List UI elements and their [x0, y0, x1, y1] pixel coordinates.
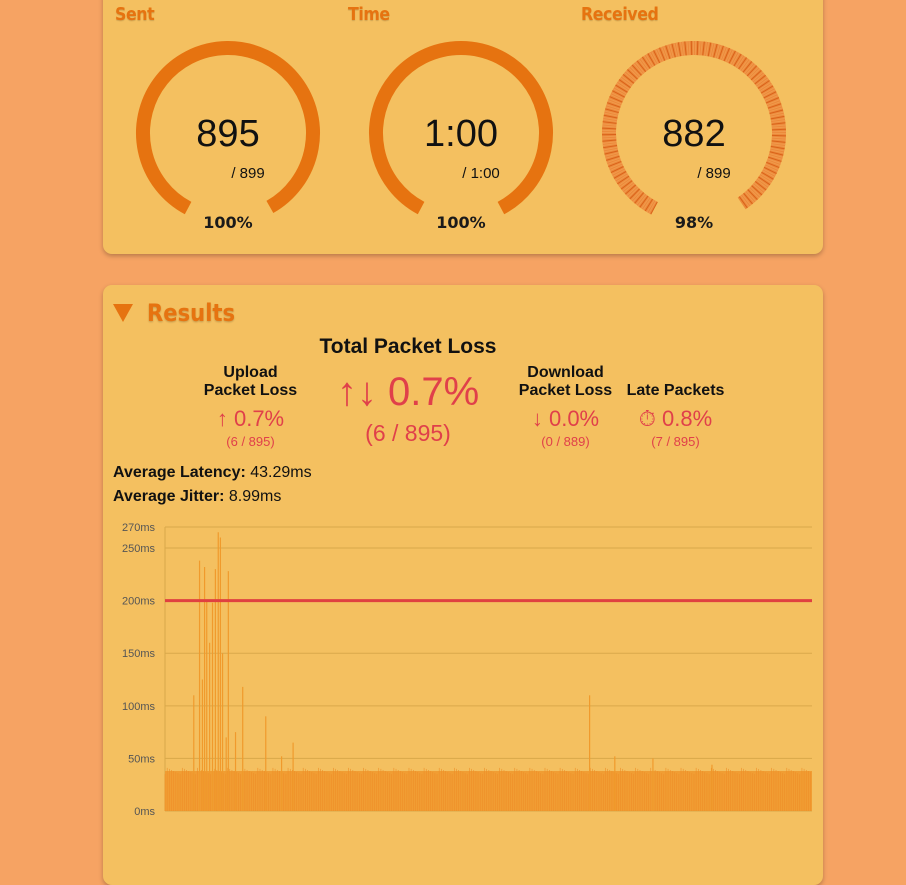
latency-chart: 0ms 50ms 100ms 150ms 200ms 250ms 270ms	[103, 513, 823, 833]
gauge-total: / 899	[133, 165, 323, 182]
average-jitter-label: Average Jitter:	[113, 488, 224, 505]
gauge-title: Sent	[115, 4, 154, 25]
results-title: Results	[147, 299, 235, 327]
average-jitter: Average Jitter: 8.99ms	[113, 488, 281, 506]
download-label-line1: Download	[508, 364, 623, 382]
gauge-title: Time	[348, 4, 390, 25]
total-loss-fraction: (6 / 895)	[303, 420, 513, 447]
y-tick-label: 100ms	[122, 701, 156, 713]
average-latency: Average Latency: 43.29ms	[113, 464, 312, 482]
results-toggle[interactable]: Results	[113, 299, 247, 327]
gauge-received: Received 882 / 899 98%	[569, 0, 789, 248]
gauge-total: / 899	[599, 165, 789, 182]
download-loss-fraction: (0 / 889)	[508, 434, 623, 449]
upload-loss-fraction: (6 / 895)	[193, 434, 308, 449]
gauge-value: 895	[133, 113, 323, 156]
y-tick-label: 150ms	[122, 648, 156, 660]
y-tick-label: 250ms	[122, 543, 156, 555]
upload-label-line2: Packet Loss	[193, 382, 308, 400]
gauge-stripe	[697, 41, 698, 55]
gauge-time: Time 1:00 / 1:00 100%	[336, 0, 556, 248]
gauge-sent: Sent 895 / 899 100%	[103, 0, 323, 248]
late-packets-value: ⏱ 0.8%	[618, 406, 733, 432]
gauge-value: 882	[599, 113, 789, 156]
gauge-title: Received	[581, 4, 658, 25]
average-latency-label: Average Latency:	[113, 464, 246, 481]
gauge-percent: 100%	[366, 213, 556, 232]
y-tick-label: 200ms	[122, 596, 156, 608]
average-latency-value: 43.29ms	[250, 464, 311, 481]
y-tick-label: 270ms	[122, 522, 156, 534]
y-tick-label: 50ms	[128, 753, 155, 765]
download-loss-value: ↓ 0.0%	[508, 406, 623, 432]
total-loss-label: Total Packet Loss	[283, 335, 533, 359]
results-panel: Results Total Packet Loss ↑↓ 0.7% (6 / 8…	[103, 285, 823, 885]
upload-label-line1: Upload	[193, 364, 308, 382]
late-packets-fraction: (7 / 895)	[618, 434, 733, 449]
gauge-percent: 100%	[133, 213, 323, 232]
gauge-value: 1:00	[366, 113, 556, 156]
total-loss-value: ↑↓ 0.7%	[303, 370, 513, 415]
late-packets-stat: Late Packets ⏱ 0.8% (7 / 895)	[618, 382, 733, 449]
collapse-triangle-icon[interactable]	[113, 304, 133, 322]
average-jitter-value: 8.99ms	[229, 488, 281, 505]
upload-loss-value: ↑ 0.7%	[193, 406, 308, 432]
upload-loss-stat: Upload Packet Loss ↑ 0.7% (6 / 895)	[193, 364, 308, 449]
live-stats-panel: Sent 895 / 899 100% Time 1:00 / 1:00 100…	[103, 0, 823, 254]
download-loss-stat: Download Packet Loss ↓ 0.0% (0 / 889)	[508, 364, 623, 449]
download-label-line2: Packet Loss	[508, 382, 623, 400]
gauge-percent: 98%	[599, 213, 789, 232]
gauge-total: / 1:00	[366, 165, 556, 182]
y-tick-label: 0ms	[134, 806, 155, 818]
late-packets-label: Late Packets	[618, 382, 733, 400]
